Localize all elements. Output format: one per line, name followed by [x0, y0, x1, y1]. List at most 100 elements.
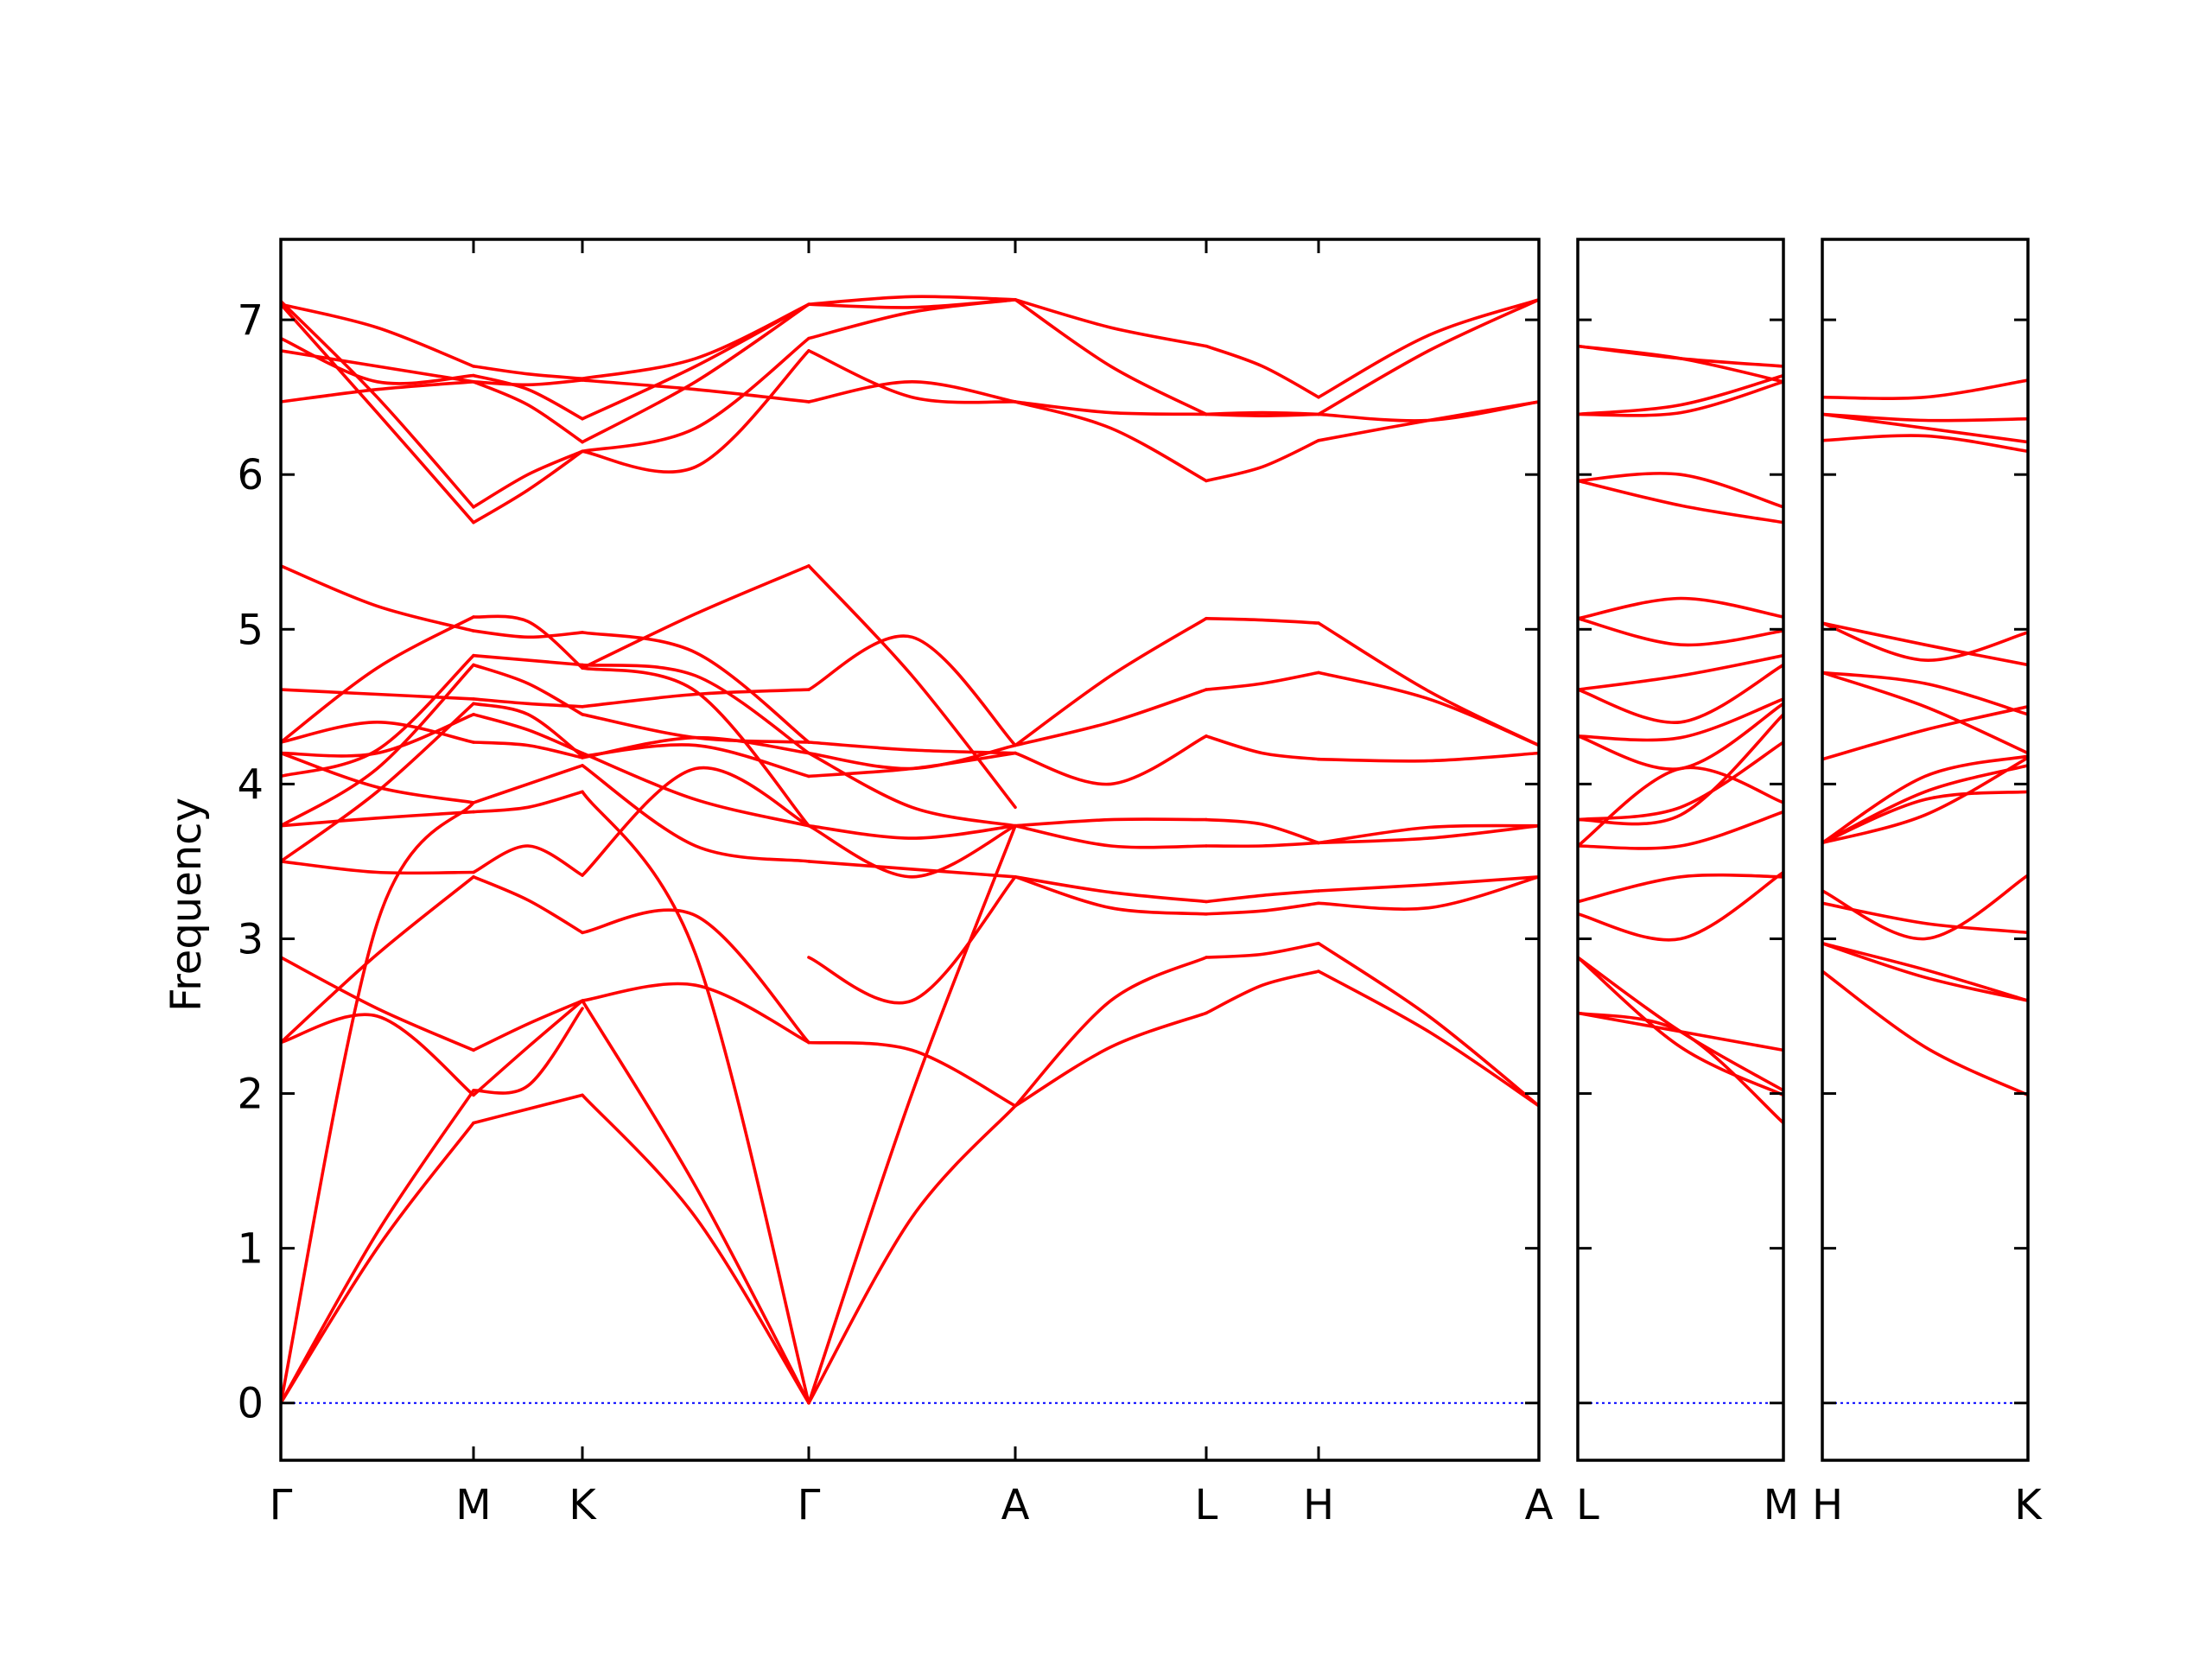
band-line	[472, 844, 584, 877]
band-line	[1578, 472, 1783, 509]
band-line	[281, 615, 475, 744]
band-line	[1205, 942, 1320, 959]
band-line	[1205, 901, 1320, 916]
band-line	[1578, 479, 1783, 524]
band-line	[1014, 617, 1208, 747]
panel-1-frame	[279, 238, 1541, 1462]
band-line	[1578, 810, 1783, 850]
band-line	[581, 666, 810, 828]
band-line	[1822, 901, 2028, 935]
x-tick-label: K	[569, 1481, 597, 1529]
band-line	[1205, 969, 1320, 1015]
band-line	[472, 697, 584, 709]
band-line	[1317, 875, 1539, 893]
band-line	[472, 653, 584, 667]
band-line	[1014, 1011, 1208, 1108]
band-line	[1578, 1011, 1783, 1125]
band-line	[281, 380, 475, 404]
band-line	[1205, 439, 1320, 483]
y-tick-label: 0	[237, 1380, 264, 1428]
band-line	[472, 373, 584, 421]
band-line	[1578, 344, 1783, 384]
x-tick-label: A	[1525, 1481, 1554, 1529]
band-line	[581, 999, 810, 1405]
band-line	[281, 721, 475, 744]
band-line	[1317, 823, 1539, 845]
band-line	[807, 875, 1017, 1005]
band-line	[581, 378, 810, 404]
band-line	[1205, 734, 1320, 761]
band-line	[1317, 942, 1539, 1108]
band-line	[581, 302, 810, 380]
x-tick-label: H	[1812, 1481, 1843, 1529]
band-line	[807, 823, 1017, 1405]
band-line	[807, 1040, 1017, 1108]
y-tick-label: 2	[237, 1071, 264, 1119]
band-line	[1014, 298, 1208, 416]
band-line	[581, 564, 810, 670]
band-line	[281, 956, 475, 1052]
band-line	[581, 1093, 810, 1405]
y-axis-label: Frequency	[162, 798, 211, 1012]
band-line	[581, 790, 810, 1405]
band-line	[281, 860, 475, 875]
band-line	[581, 908, 810, 1045]
band-line	[581, 302, 810, 444]
band-line	[1014, 734, 1208, 786]
x-tick-label: K	[2014, 1481, 2043, 1529]
band-line	[472, 380, 584, 444]
band-line	[1822, 705, 2028, 761]
x-tick-label: M	[1764, 1481, 1799, 1529]
x-tick-label: L	[1195, 1481, 1218, 1529]
band-line	[281, 1089, 475, 1405]
band-line	[281, 810, 475, 828]
x-tick-label: M	[455, 1481, 491, 1529]
band-line	[472, 790, 584, 814]
band-line	[1205, 344, 1320, 399]
band-line	[1014, 875, 1208, 904]
band-line	[472, 1093, 584, 1125]
band-line	[472, 741, 584, 760]
band-line	[807, 295, 1017, 306]
band-line	[281, 713, 475, 758]
y-tick-label: 5	[237, 606, 264, 654]
band-line	[807, 564, 1017, 810]
band-line	[807, 1104, 1017, 1405]
band-line	[1578, 956, 1783, 1097]
band-line	[1578, 741, 1783, 822]
band-line	[1317, 823, 1539, 845]
band-line	[1578, 702, 1783, 771]
band-line	[281, 336, 475, 385]
band-line	[1578, 373, 1783, 416]
band-line	[1578, 956, 1783, 1092]
band-line	[807, 741, 1017, 755]
band-line	[1822, 412, 2028, 423]
band-line	[1014, 823, 1208, 849]
band-line	[581, 713, 810, 744]
band-line	[581, 751, 810, 828]
band-line	[1578, 713, 1783, 826]
band-line	[581, 766, 810, 877]
band-line	[581, 349, 810, 474]
band-line	[1822, 942, 2028, 1002]
band-line	[281, 653, 475, 779]
band-line	[472, 875, 584, 935]
band-line	[581, 336, 810, 454]
band-line	[1014, 875, 1208, 916]
band-line	[1822, 671, 2028, 755]
band-line	[1317, 298, 1539, 416]
band-line	[807, 860, 1017, 879]
band-line	[1822, 434, 2028, 454]
band-line	[807, 823, 1017, 879]
band-line	[1822, 621, 2028, 667]
band-line	[1317, 751, 1539, 763]
band-line	[1822, 942, 2028, 1002]
band-line	[1822, 378, 2028, 400]
band-line	[1578, 380, 1783, 417]
band-line	[1822, 671, 2028, 716]
band-line	[281, 299, 475, 509]
band-line	[281, 688, 475, 701]
band-line	[281, 875, 475, 1045]
band-line	[1205, 671, 1320, 691]
band-line	[1578, 870, 1783, 942]
